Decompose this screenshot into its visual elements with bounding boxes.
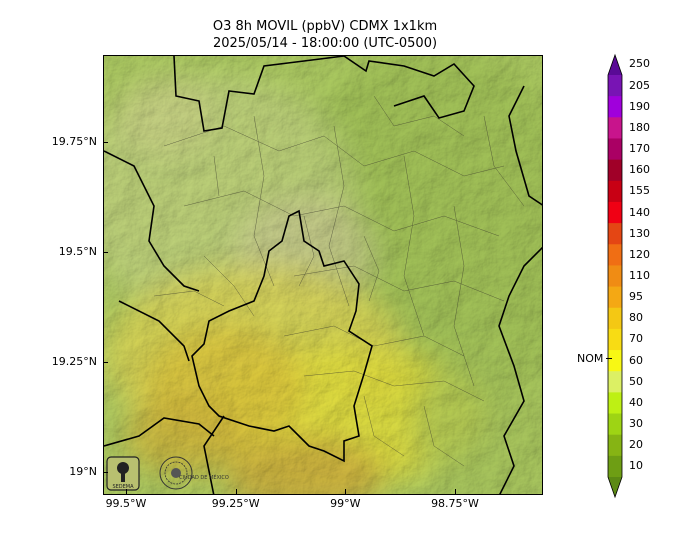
y-tick-label: 19.5°N [58, 245, 97, 258]
terrain-hillshade [104, 56, 542, 494]
cdmx-logo: CIUDAD DE MÉXICO [159, 456, 229, 490]
nom-label: NOM [577, 352, 604, 365]
x-tick [455, 489, 456, 494]
colorbar-segment [608, 117, 622, 139]
colorbar-level-label: 155 [629, 184, 650, 198]
x-tick-label: 99.25°W [211, 497, 260, 510]
y-tick [103, 252, 108, 253]
colorbar-segment [608, 265, 622, 288]
colorbar-level-label: 160 [629, 163, 650, 177]
colorbar-level-label: 60 [629, 353, 643, 367]
state-boundaries [104, 56, 542, 494]
colorbar-segment [608, 392, 622, 415]
x-tick [235, 489, 237, 494]
colorbar-extend-min [608, 477, 622, 497]
colorbar-segment [608, 244, 622, 266]
colorbar-segment [608, 75, 622, 97]
y-tick [103, 472, 108, 473]
y-tick [103, 142, 108, 143]
colorbar-level-label: 140 [629, 205, 650, 219]
colorbar-segment [608, 328, 622, 351]
colorbar-segment [608, 201, 622, 224]
x-tick-label: 99°W [330, 497, 361, 510]
colorbar-segment [608, 180, 622, 203]
colorbar-segment [608, 455, 622, 478]
y-tick-label: 19.25°N [51, 355, 97, 368]
colorbar-segment [608, 350, 622, 372]
x-tick [345, 489, 347, 494]
colorbar-level-label: 250 [629, 57, 650, 71]
colorbar-segment [608, 96, 622, 118]
svg-text:CIUDAD DE MÉXICO: CIUDAD DE MÉXICO [179, 473, 229, 481]
colorbar [607, 53, 623, 499]
colorbar-level-label: 190 [629, 99, 650, 113]
colorbar-level-label: 40 [629, 395, 643, 409]
colorbar-segment [608, 371, 622, 393]
sedema-logo: SEDEMA [106, 456, 140, 491]
colorbar-level-label: 205 [629, 78, 650, 92]
x-tick-label: 99.5°W [105, 497, 147, 510]
colorbar-segment [608, 307, 622, 330]
y-tick-label: 19.75°N [51, 135, 97, 148]
colorbar-segment [608, 413, 622, 436]
colorbar-segment [608, 159, 622, 182]
colorbar-level-label: 95 [629, 290, 643, 304]
colorbar-level-label: 110 [629, 269, 650, 282]
colorbar-segment [608, 286, 622, 309]
map-canvas: SEDEMA CIUDAD DE MÉXICO [104, 56, 542, 494]
colorbar-level-label: 120 [629, 247, 650, 261]
map-panel[interactable]: SEDEMA CIUDAD DE MÉXICO [103, 55, 543, 495]
colorbar-level-label: 180 [629, 120, 650, 134]
chart-title-line2: 2025/05/14 - 18:00:00 (UTC-0500) [212, 36, 438, 51]
svg-text:SEDEMA: SEDEMA [112, 484, 134, 490]
y-tick-label: 19°N [69, 465, 97, 478]
colorbar-level-label: 30 [629, 417, 643, 431]
colorbar-extend-max [608, 55, 622, 75]
x-tick-label: 98.75°W [431, 497, 479, 510]
chart-title-line1: O3 8h MOVIL (ppbV) CDMX 1x1km [212, 19, 438, 34]
colorbar-level-label: 70 [629, 332, 643, 346]
colorbar-level-label: 50 [629, 374, 643, 388]
municipal-boundaries [153, 95, 525, 467]
colorbar-level-label: 80 [629, 311, 643, 325]
y-tick [103, 362, 108, 363]
colorbar-level-label: 20 [629, 438, 643, 452]
colorbar-segment [608, 434, 622, 457]
colorbar-level-label: 170 [629, 142, 650, 156]
nom-tick [606, 358, 612, 359]
colorbar-segment [608, 223, 622, 245]
x-tick [126, 489, 127, 494]
colorbar-level-label: 130 [629, 226, 650, 240]
colorbar-segment [608, 138, 622, 161]
colorbar-level-label: 10 [629, 459, 643, 473]
